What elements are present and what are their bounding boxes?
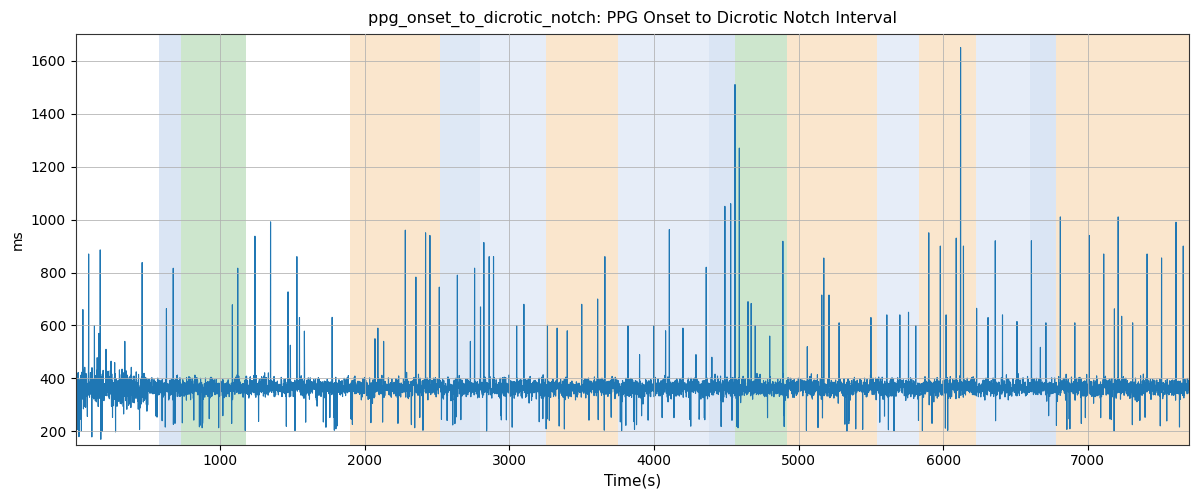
Bar — [160, 34, 181, 444]
Bar — [787, 34, 877, 444]
Bar — [350, 34, 440, 444]
Bar — [618, 34, 709, 444]
Bar — [1030, 34, 1056, 444]
Bar — [181, 34, 246, 444]
Bar — [709, 34, 734, 444]
Bar — [977, 34, 1030, 444]
Bar — [480, 34, 546, 444]
Bar — [1056, 34, 1189, 444]
Bar — [918, 34, 977, 444]
Bar — [877, 34, 918, 444]
Bar — [546, 34, 618, 444]
X-axis label: Time(s): Time(s) — [604, 474, 661, 489]
Bar — [734, 34, 787, 444]
Y-axis label: ms: ms — [11, 229, 25, 250]
Bar — [440, 34, 480, 444]
Title: ppg_onset_to_dicrotic_notch: PPG Onset to Dicrotic Notch Interval: ppg_onset_to_dicrotic_notch: PPG Onset t… — [367, 11, 896, 28]
